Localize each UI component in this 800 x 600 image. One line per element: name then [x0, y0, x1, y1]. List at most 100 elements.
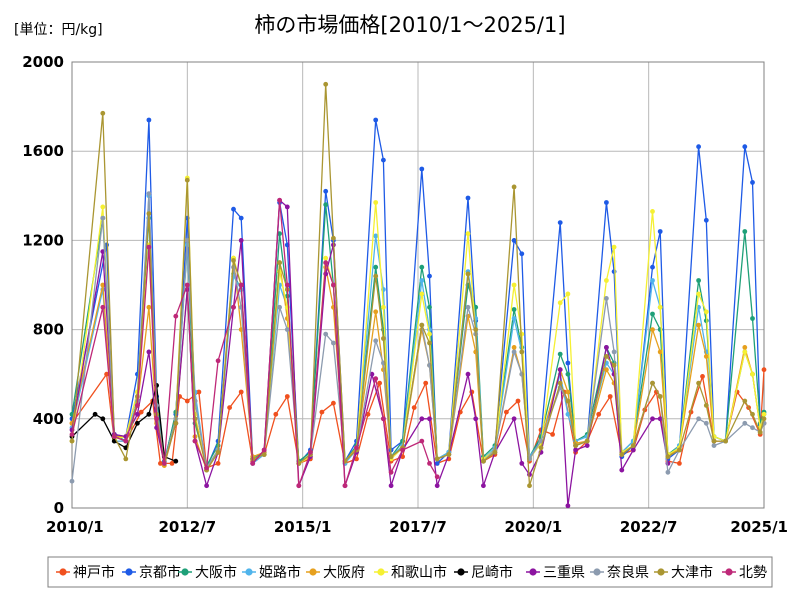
data-point — [511, 238, 517, 243]
data-point — [196, 389, 202, 395]
data-point — [69, 432, 75, 437]
data-point — [215, 449, 221, 455]
data-point — [630, 443, 636, 448]
data-point — [677, 447, 682, 453]
data-point — [146, 191, 152, 197]
legend-label: 尼崎市 — [471, 564, 513, 581]
data-point — [204, 483, 210, 489]
data-point — [173, 313, 179, 319]
data-point — [373, 117, 379, 123]
legend-label: 北勢 — [739, 565, 767, 581]
data-point — [511, 282, 517, 288]
data-point — [703, 309, 709, 315]
data-point — [261, 452, 267, 457]
data-point — [696, 144, 701, 150]
legend-item: 大阪市 — [178, 564, 237, 581]
data-point — [650, 209, 655, 214]
data-point — [604, 200, 609, 205]
data-point — [550, 432, 555, 437]
data-point — [319, 409, 325, 415]
legend-marker — [59, 568, 67, 576]
data-point — [565, 360, 571, 366]
data-point — [138, 409, 144, 415]
data-point — [419, 438, 425, 444]
data-point — [369, 371, 375, 377]
legend-label: 大津市 — [671, 564, 713, 581]
data-point — [192, 438, 198, 444]
data-point — [611, 269, 617, 274]
legend-label: 大阪府 — [323, 565, 365, 581]
data-point — [135, 420, 140, 426]
data-point — [100, 215, 106, 221]
data-point — [465, 304, 471, 310]
x-tick-label: 2025/1 — [730, 518, 788, 536]
data-point — [742, 420, 748, 426]
grid — [72, 62, 764, 508]
data-point — [573, 443, 578, 448]
data-point — [473, 416, 479, 422]
legend-marker — [657, 568, 665, 576]
data-point — [277, 197, 282, 203]
data-point — [100, 416, 106, 422]
data-point — [750, 411, 755, 417]
legend-label: 奈良県 — [607, 565, 649, 581]
legend: 神戸市 京都市 大阪市 姫路市 大阪府 和歌山市 尼崎市 三重県 奈良県 大津市 北勢 — [47, 556, 773, 588]
data-point — [696, 322, 701, 328]
legend-marker — [593, 568, 601, 576]
data-point — [373, 309, 379, 315]
data-point — [434, 483, 440, 489]
data-point — [665, 469, 671, 475]
data-point — [284, 204, 290, 210]
data-point — [703, 217, 709, 223]
data-point — [604, 354, 609, 359]
series-尼崎市 — [69, 383, 179, 464]
data-point — [557, 220, 563, 226]
data-point — [696, 380, 701, 386]
data-point — [161, 461, 167, 466]
data-point — [604, 278, 609, 283]
legend-marker — [125, 568, 133, 576]
data-point — [630, 447, 636, 453]
data-point — [123, 456, 129, 462]
data-point — [427, 331, 432, 337]
plot-frame — [71, 61, 765, 509]
data-point — [465, 195, 471, 201]
y-tick-label: 1200 — [22, 231, 64, 249]
data-point — [742, 229, 748, 234]
data-point — [761, 416, 767, 422]
data-point — [173, 458, 179, 464]
data-point — [711, 443, 717, 448]
data-point — [373, 264, 379, 270]
data-point — [565, 398, 571, 404]
data-point — [100, 304, 106, 310]
data-point — [381, 157, 386, 163]
data-point — [231, 304, 236, 310]
data-point — [434, 474, 440, 480]
data-point — [557, 367, 563, 373]
data-point — [504, 409, 509, 415]
data-point — [657, 229, 663, 234]
series-北勢 — [69, 197, 440, 489]
data-point — [135, 403, 140, 408]
data-point — [596, 411, 602, 417]
data-point — [519, 461, 525, 466]
data-point — [388, 469, 394, 475]
unit-label: [単位：円/kg] — [14, 22, 103, 38]
data-point — [184, 398, 190, 404]
data-point — [184, 177, 190, 183]
data-point — [650, 278, 655, 283]
data-point — [427, 304, 432, 310]
y-tick-label: 400 — [33, 410, 64, 428]
y-tick-label: 800 — [33, 321, 64, 339]
series-layer — [69, 81, 767, 509]
data-point — [284, 327, 290, 332]
data-point — [184, 238, 190, 243]
data-point — [465, 231, 471, 237]
data-point — [373, 233, 379, 239]
data-point — [711, 438, 717, 444]
data-point — [557, 380, 563, 386]
data-point — [69, 438, 75, 444]
data-point — [111, 434, 117, 439]
data-point — [419, 291, 425, 297]
